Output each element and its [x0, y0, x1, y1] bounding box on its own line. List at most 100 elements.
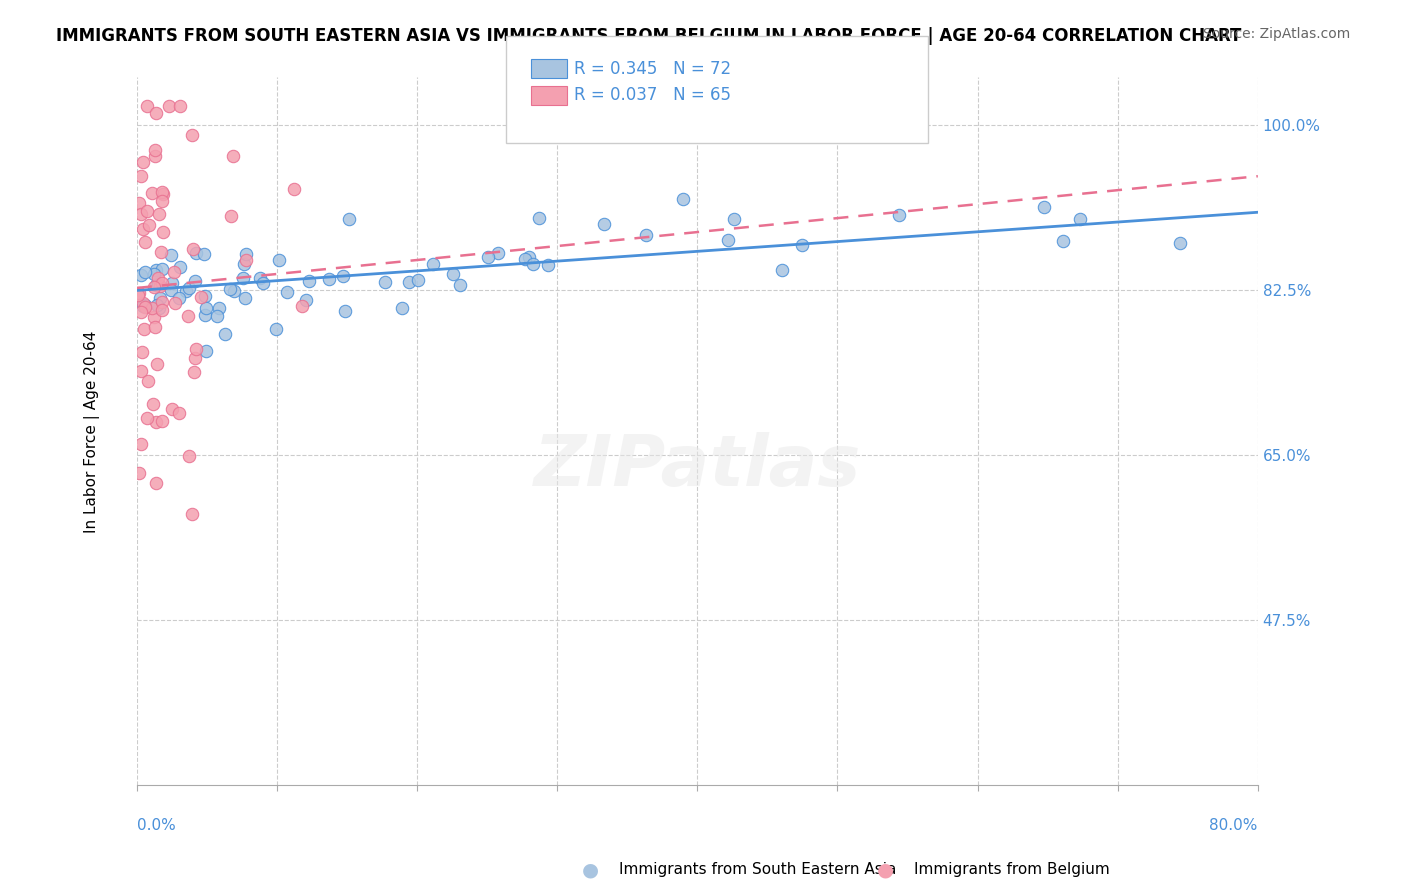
Point [374, 275, 396, 289]
Point [723, 212, 745, 227]
Point [145, 357, 167, 371]
Point [152, 187, 174, 202]
Point [283, 182, 305, 196]
Point [219, 282, 242, 296]
Point [527, 211, 550, 225]
Point [717, 233, 740, 247]
Point [1069, 212, 1091, 227]
Point [219, 210, 242, 224]
Point [141, 301, 163, 315]
Text: IMMIGRANTS FROM SOUTH EASTERN ASIA VS IMMIGRANTS FROM BELGIUM IN LABOR FORCE | A: IMMIGRANTS FROM SOUTH EASTERN ASIA VS IM… [56, 27, 1241, 45]
Point [142, 397, 165, 411]
Point [150, 261, 173, 276]
Point [522, 257, 544, 271]
Point [235, 252, 257, 267]
Point [252, 276, 274, 290]
Point [235, 246, 257, 260]
Point [214, 327, 236, 342]
Point [441, 268, 464, 282]
Point [222, 149, 245, 163]
Point [224, 284, 246, 298]
Point [145, 106, 167, 120]
Point [142, 267, 165, 281]
Text: 80.0%: 80.0% [1209, 818, 1258, 833]
Point [671, 192, 693, 206]
Text: ●: ● [582, 860, 599, 880]
Point [141, 186, 163, 200]
Point [149, 279, 172, 293]
Point [150, 295, 173, 310]
Point [134, 322, 156, 336]
Point [132, 222, 155, 236]
Point [232, 271, 254, 285]
Point [194, 308, 217, 322]
Point [1052, 234, 1074, 248]
Point [169, 99, 191, 113]
Point [184, 351, 207, 366]
Point [134, 301, 156, 315]
Point [537, 258, 560, 272]
Point [233, 291, 256, 305]
Point [132, 299, 155, 313]
Point [193, 289, 215, 303]
Point [593, 217, 616, 231]
Point [150, 302, 173, 317]
Point [398, 276, 420, 290]
Point [143, 310, 166, 324]
Point [183, 365, 205, 379]
Point [477, 250, 499, 264]
Point [136, 411, 159, 425]
Point [127, 287, 149, 301]
Point [132, 295, 155, 310]
Point [160, 402, 183, 417]
Point [391, 301, 413, 315]
Point [186, 246, 208, 260]
Point [208, 301, 231, 315]
Point [889, 208, 911, 222]
Point [205, 310, 228, 324]
Text: R = 0.037   N = 65: R = 0.037 N = 65 [574, 87, 731, 104]
Point [129, 305, 152, 319]
Point [148, 277, 170, 292]
Text: ZIPatlas: ZIPatlas [534, 433, 860, 501]
Point [295, 293, 318, 307]
Point [145, 278, 167, 293]
Point [1168, 236, 1191, 251]
Point [167, 406, 190, 420]
Point [167, 291, 190, 305]
Point [128, 195, 150, 210]
Point [298, 274, 321, 288]
Point [150, 414, 173, 428]
Text: Immigrants from Belgium: Immigrants from Belgium [914, 863, 1109, 877]
Point [181, 128, 204, 142]
Point [177, 309, 200, 323]
Point [150, 194, 173, 208]
Point [145, 475, 167, 490]
Point [128, 286, 150, 301]
Point [249, 270, 271, 285]
Point [149, 291, 172, 305]
Point [177, 449, 200, 463]
Point [150, 277, 173, 291]
Point [145, 263, 167, 277]
Point [517, 250, 540, 264]
Point [513, 252, 536, 266]
Point [152, 225, 174, 239]
Point [193, 247, 215, 261]
Point [449, 277, 471, 292]
Point [169, 260, 191, 274]
Point [129, 207, 152, 221]
Point [159, 283, 181, 297]
Point [136, 203, 159, 218]
Text: 0.0%: 0.0% [136, 818, 176, 833]
Point [135, 99, 157, 113]
Point [181, 507, 204, 521]
Text: Source: ZipAtlas.com: Source: ZipAtlas.com [1202, 27, 1350, 41]
Point [770, 263, 793, 277]
Point [636, 227, 658, 242]
Point [129, 169, 152, 184]
Point [194, 301, 217, 315]
Point [146, 298, 169, 312]
Point [129, 437, 152, 451]
Point [318, 272, 340, 286]
